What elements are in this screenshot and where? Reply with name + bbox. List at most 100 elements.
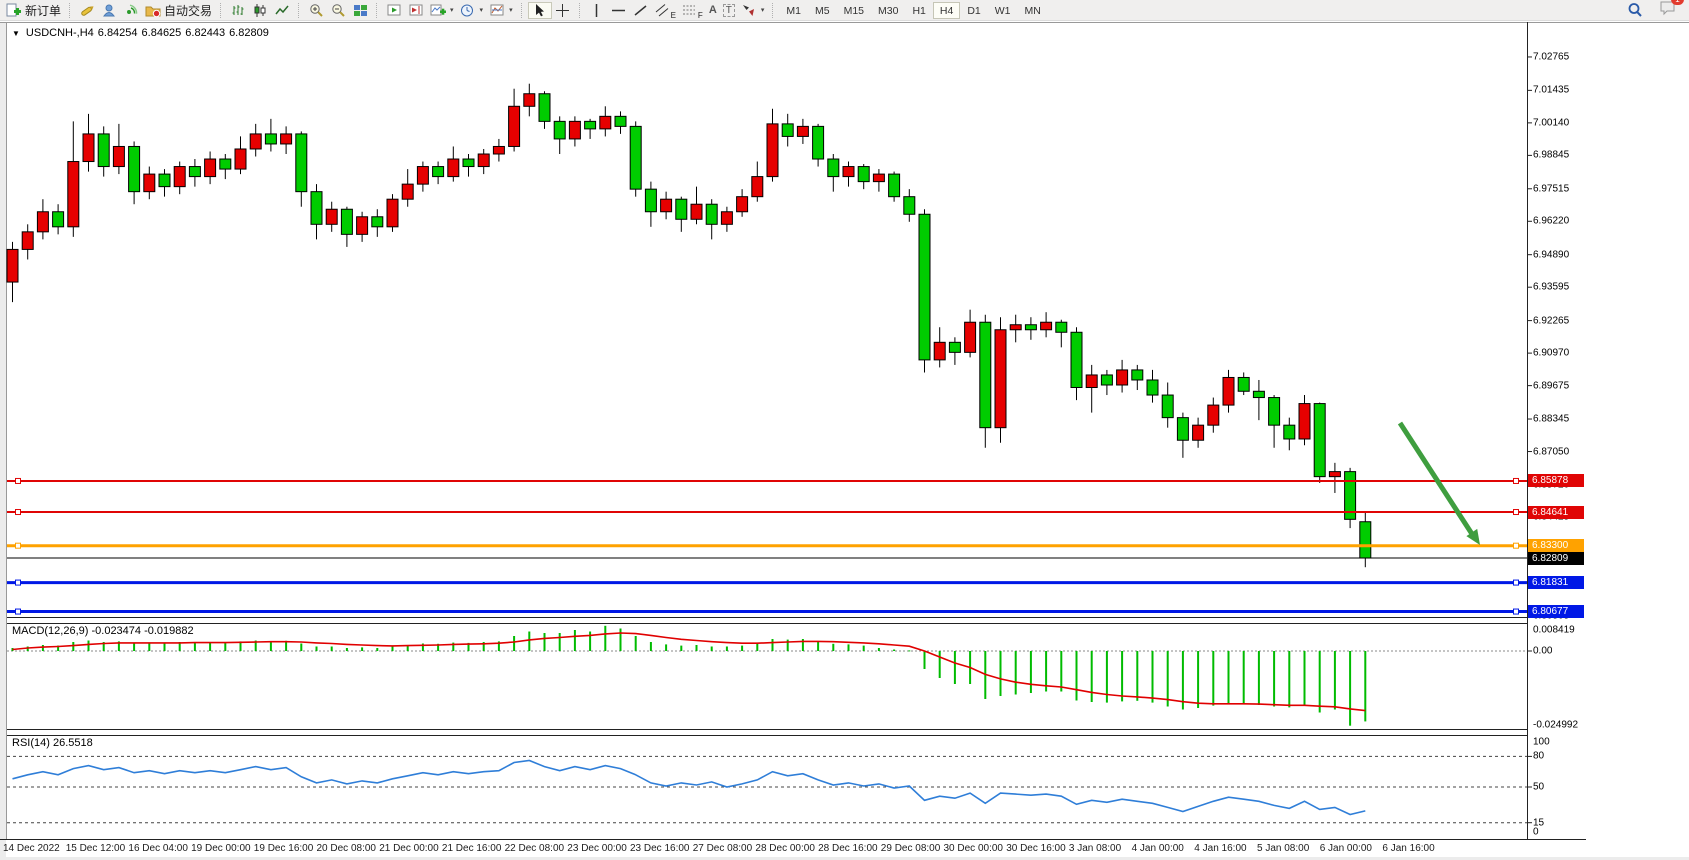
macd-main-value: -0.023474	[91, 625, 142, 637]
notification-badge: 1	[1671, 0, 1684, 5]
time-label: 19 Dec 00:00	[191, 843, 251, 854]
time-label: 4 Jan 16:00	[1194, 843, 1247, 854]
dropdown-caret-icon: ▾	[479, 7, 484, 14]
horizontal-line-button[interactable]	[608, 1, 630, 20]
candlestick-chart-button[interactable]	[249, 1, 271, 20]
rsi-axis-label: 80	[1533, 750, 1545, 762]
rsi-axis-label: 50	[1533, 781, 1545, 793]
trendline-button[interactable]	[630, 1, 652, 20]
fibonacci-button[interactable]: F	[679, 1, 706, 20]
channel-letter: E	[670, 10, 676, 20]
macd-axis-label: 0.008419	[1533, 624, 1575, 636]
bar-chart-button[interactable]	[227, 1, 249, 20]
zoom-out-button[interactable]	[327, 1, 349, 20]
text-tool-icon: A	[708, 4, 717, 16]
autotrading-icon	[145, 3, 161, 18]
bid-price-label[interactable]: 6.82809	[1528, 551, 1584, 565]
arrows-button[interactable]: ▾	[738, 1, 768, 20]
text-button[interactable]: A	[706, 1, 720, 20]
zoom-in-button[interactable]	[305, 1, 327, 20]
hline-price-label[interactable]: 6.85878	[1528, 474, 1584, 488]
autotrading-label: 自动交易	[164, 3, 213, 18]
macd-axis-label: -0.024992	[1533, 719, 1579, 731]
auto-scroll-button[interactable]	[383, 1, 405, 20]
timeframe-button-M15[interactable]: M15	[837, 2, 871, 19]
price-tick: 7.00140	[1533, 117, 1570, 129]
tile-windows-button[interactable]	[349, 1, 371, 20]
zoom-in-icon	[308, 3, 324, 18]
time-label: 19 Dec 16:00	[253, 843, 314, 854]
price-tick: 6.89675	[1533, 380, 1570, 392]
time-label: 5 Jan 08:00	[1257, 843, 1310, 854]
macd-signal-value: -0.019882	[144, 625, 194, 637]
equidistant-channel-icon	[655, 3, 671, 18]
macd-label: MACD(12,26,9) -0.023474 -0.019882	[12, 625, 194, 637]
hline-price-label[interactable]: 6.81831	[1528, 576, 1584, 590]
price-tick: 6.96220	[1533, 215, 1570, 227]
macd-axis-label: 0.00	[1533, 645, 1553, 657]
vertical-line-button[interactable]	[586, 1, 608, 20]
rsi-axis-label: 0	[1533, 826, 1539, 838]
signals-icon	[123, 3, 139, 18]
toolbar-separator	[520, 2, 523, 18]
rsi-label: RSI(14) 26.5518	[12, 737, 93, 749]
rsi-axis-label: 100	[1533, 736, 1550, 748]
chart-canvas[interactable]	[0, 22, 1689, 857]
equidistant-channel-button[interactable]: E	[652, 1, 679, 20]
new-order-button[interactable]: 新订单	[3, 1, 64, 20]
time-label: 27 Dec 08:00	[692, 843, 753, 854]
toolbar-separator	[69, 2, 71, 18]
toolbar-separator	[376, 2, 378, 18]
time-label: 29 Dec 08:00	[880, 843, 941, 854]
time-label: 14 Dec 2022	[3, 843, 60, 854]
window-bottom-edge	[0, 857, 1689, 860]
text-label-button[interactable]: T	[720, 1, 738, 20]
hline-price-label[interactable]: 6.84641	[1528, 505, 1584, 519]
timeframe-button-MN[interactable]: MN	[1018, 2, 1048, 19]
signals-button[interactable]	[120, 1, 142, 20]
chart-shift-button[interactable]	[405, 1, 427, 20]
timeframe-button-D1[interactable]: D1	[960, 2, 987, 19]
hline-price-label[interactable]: 6.80677	[1528, 605, 1584, 619]
timeframe-button-H1[interactable]: H1	[905, 2, 932, 19]
price-tick: 7.01435	[1533, 84, 1570, 96]
dropdown-caret-icon: ▾	[509, 7, 513, 14]
time-label: 30 Dec 16:00	[1006, 843, 1066, 854]
price-tick: 6.97515	[1533, 183, 1570, 195]
search-button[interactable]	[1624, 1, 1646, 20]
rsi-axis-label: 15	[1533, 817, 1545, 829]
toolbar-separator	[298, 2, 300, 18]
chart-shift-icon	[408, 3, 424, 18]
new-order-label: 新订单	[25, 3, 62, 18]
new-order-icon	[6, 3, 22, 18]
crosshair-button[interactable]	[552, 1, 574, 20]
timeframe-button-M30[interactable]: M30	[871, 2, 905, 19]
hline-price-label[interactable]: 6.83300	[1528, 539, 1584, 553]
toolbar-separator	[772, 2, 774, 18]
line-chart-icon	[274, 3, 290, 18]
timeframe-group: M1 M5 M15 M30 H1 H4 D1 W1 MN	[779, 1, 1047, 19]
rsi-value: 26.5518	[52, 737, 93, 749]
community-button[interactable]	[98, 1, 120, 20]
timeframe-button-H4[interactable]: H4	[932, 2, 961, 19]
time-label: 23 Dec 00:00	[567, 843, 627, 854]
cursor-icon	[532, 3, 548, 18]
autotrading-button[interactable]: 自动交易	[142, 1, 215, 20]
time-label: 30 Dec 00:00	[943, 843, 1004, 854]
cursor-button[interactable]	[527, 1, 552, 19]
close-value: 6.82809	[229, 27, 269, 39]
pencil-button[interactable]	[76, 1, 98, 20]
collapse-arrow-icon[interactable]: ▼	[12, 29, 20, 38]
time-label: 23 Dec 16:00	[630, 843, 690, 854]
period-button[interactable]: ▾	[457, 1, 487, 20]
templates-button[interactable]: ▾	[486, 1, 516, 20]
search-icon	[1627, 3, 1643, 18]
timeframe-button-M5[interactable]: M5	[808, 2, 837, 19]
timeframe-button-W1[interactable]: W1	[988, 2, 1018, 19]
high-value: 6.84625	[141, 27, 182, 39]
open-value: 6.84254	[97, 27, 138, 39]
line-chart-button[interactable]	[271, 1, 293, 20]
new-chart-button[interactable]: ▾	[427, 1, 457, 20]
low-value: 6.82443	[185, 27, 226, 39]
timeframe-button-M1[interactable]: M1	[779, 2, 808, 19]
